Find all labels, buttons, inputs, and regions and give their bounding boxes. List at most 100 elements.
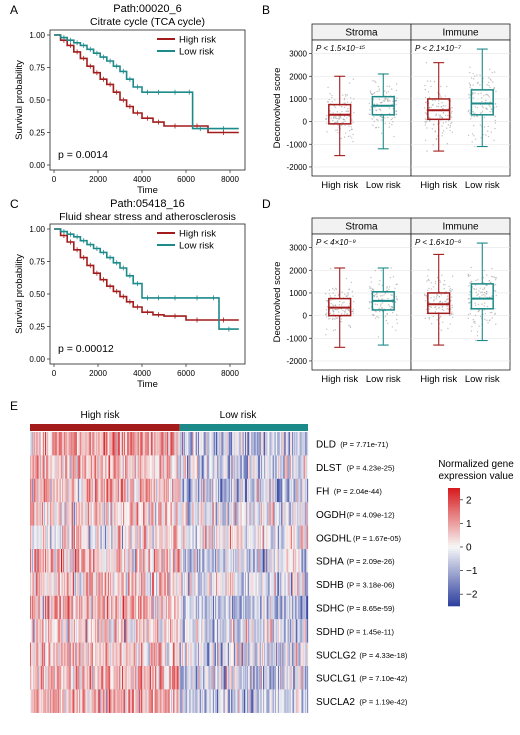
heatmap-cell <box>271 666 273 690</box>
heatmap-cell <box>34 689 36 713</box>
heatmap-cell <box>41 666 43 690</box>
heatmap-cell <box>178 666 180 690</box>
heatmap-cell <box>31 502 33 526</box>
heatmap-cell <box>94 525 96 550</box>
heatmap-cell <box>299 525 301 550</box>
jitter-point <box>483 126 486 128</box>
x-tick-label: Low risk <box>366 374 401 385</box>
heatmap-cell <box>104 642 107 667</box>
jitter-point <box>368 307 370 309</box>
heatmap-cell <box>96 689 98 713</box>
heatmap-cell <box>272 572 274 596</box>
jitter-point <box>425 109 428 111</box>
heatmap-cell <box>32 619 34 643</box>
jitter-point <box>441 125 443 127</box>
heatmap-cell <box>137 502 140 526</box>
jitter-point <box>481 291 484 293</box>
heatmap-cell <box>72 642 74 667</box>
heatmap-cell <box>294 595 296 620</box>
heatmap-cell <box>286 455 288 479</box>
heatmap-cell <box>42 455 45 479</box>
heatmap-cell <box>216 642 218 667</box>
heatmap-cell <box>34 478 36 503</box>
heatmap-cell <box>209 549 211 573</box>
heatmap-cell <box>142 525 144 550</box>
jitter-point <box>469 84 471 86</box>
heatmap-cell <box>250 525 252 550</box>
heatmap-cell <box>83 595 85 620</box>
heatmap-cell <box>237 478 239 503</box>
heatmap-cell <box>222 502 224 526</box>
heatmap-cell <box>130 502 132 526</box>
heatmap-cell <box>143 502 145 526</box>
heatmap-cell <box>109 478 111 503</box>
heatmap-cell <box>154 478 156 503</box>
jitter-point <box>475 279 477 282</box>
heatmap-cell <box>276 619 279 643</box>
jitter-point <box>490 275 493 278</box>
heatmap-cell <box>209 595 211 620</box>
jitter-point <box>374 80 376 82</box>
heatmap-cell <box>86 502 88 526</box>
heatmap-cell <box>279 572 281 596</box>
jitter-point <box>431 128 434 130</box>
heatmap-cell <box>86 642 88 667</box>
jitter-point <box>467 275 470 278</box>
heatmap-cell <box>237 502 239 526</box>
heatmap-cell <box>253 432 255 456</box>
heatmap-cell <box>256 572 258 596</box>
heatmap-cell <box>42 432 45 456</box>
heatmap-cell <box>235 666 237 690</box>
heatmap-cell <box>173 478 175 503</box>
heatmap-cell <box>295 432 297 456</box>
heatmap-cell <box>216 549 218 573</box>
group-bar-high <box>30 424 180 431</box>
jitter-point <box>334 106 337 109</box>
heatmap-cell <box>77 689 79 713</box>
heatmap-cell <box>294 689 296 713</box>
heatmap-cell <box>258 502 261 526</box>
heatmap-cell <box>236 549 238 573</box>
heatmap-cell <box>259 619 262 643</box>
heatmap-cell <box>213 572 216 596</box>
heatmap-cell <box>110 455 112 479</box>
jitter-point <box>368 301 371 303</box>
heatmap-cell <box>66 478 68 503</box>
heatmap-cell <box>129 502 131 526</box>
heatmap-cell <box>189 502 191 526</box>
heatmap-cell <box>294 666 296 690</box>
jitter-point <box>425 101 427 103</box>
heatmap-cell <box>131 666 133 690</box>
heatmap-cell <box>33 478 35 503</box>
heatmap-cell <box>46 432 48 456</box>
heatmap-cell <box>291 595 294 620</box>
heatmap-cell <box>149 666 151 690</box>
jitter-point <box>353 300 355 303</box>
jitter-point <box>353 111 355 114</box>
heatmap-cell <box>68 572 70 596</box>
jitter-point <box>486 274 488 276</box>
heatmap-cell <box>53 525 55 550</box>
jitter-point <box>469 291 471 293</box>
jitter-point <box>338 115 340 117</box>
jitter-point <box>446 295 449 297</box>
jitter-point <box>436 293 438 296</box>
jitter-point <box>384 117 386 119</box>
y-tick-label: 2000 <box>289 72 307 81</box>
heatmap-cell <box>163 666 165 690</box>
heatmap-cell <box>104 666 107 690</box>
heatmap-cell <box>64 666 66 690</box>
heatmap-cell <box>222 549 224 573</box>
heatmap-cell <box>108 525 110 550</box>
heatmap-cell <box>174 525 176 550</box>
heatmap-cell <box>48 642 50 667</box>
heatmap-cell <box>48 432 50 456</box>
heatmap-cell <box>228 455 231 479</box>
heatmap-cell <box>195 478 197 503</box>
heatmap-cell <box>273 432 276 456</box>
jitter-point <box>349 97 352 99</box>
jitter-point <box>377 119 379 122</box>
heatmap-cell <box>100 455 102 479</box>
heatmap-cell <box>241 642 243 667</box>
heatmap-cell <box>302 549 304 573</box>
